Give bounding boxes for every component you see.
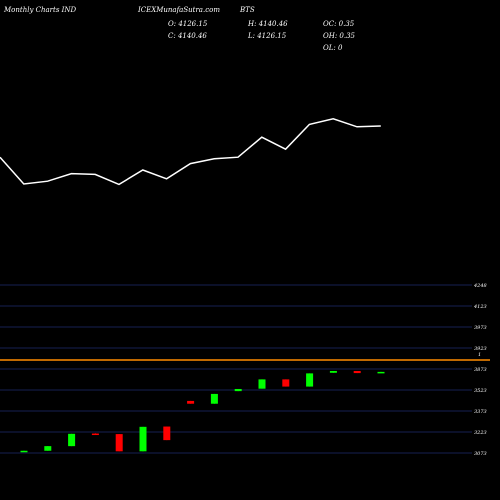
price-line <box>0 118 381 186</box>
candle-body <box>353 370 361 374</box>
candle-body <box>210 393 218 404</box>
y-tick-label: 3973 <box>474 325 487 331</box>
header-oh: OH: 0.35 <box>323 32 356 40</box>
y-tick-label: 4123 <box>473 304 487 310</box>
candle-body <box>329 370 337 373</box>
candle-body <box>139 426 147 452</box>
y-tick-label: 3873 <box>474 367 487 373</box>
header-high: H: 4140.46 <box>247 20 288 28</box>
candle-body <box>115 434 123 452</box>
candle-body <box>44 446 52 451</box>
candle-body <box>187 400 195 404</box>
header-open: O: 4126.15 <box>168 20 208 28</box>
candle-body <box>306 373 314 387</box>
header-left-title: Monthly Charts IND <box>3 6 77 14</box>
price-line-layer <box>0 118 381 186</box>
y-tick-label: 3223 <box>474 430 487 436</box>
y-tick-label: 3923 <box>474 346 487 352</box>
header-site-name: ICEXMunafaSutra.com <box>137 6 220 14</box>
header-close: C: 4140.46 <box>168 32 207 40</box>
candle-body <box>163 426 171 441</box>
grid-lines <box>0 284 490 454</box>
candle-body <box>258 379 266 389</box>
candles-layer <box>20 370 385 453</box>
header-ol: OL: 0 <box>323 44 343 52</box>
candle-body <box>20 450 28 453</box>
header-oc: OC: 0.35 <box>323 20 355 28</box>
candle-body <box>91 433 99 436</box>
y-tick-marker: 1 <box>478 352 481 358</box>
y-axis-ticks: 4248 4123 3973 3923 3873 3523 3373 3223 3073 1 <box>473 283 487 457</box>
header-symbol: BTS <box>239 6 255 14</box>
y-tick-label: 4248 <box>473 283 487 289</box>
y-tick-label: 3373 <box>474 409 487 415</box>
candle-body <box>282 379 290 387</box>
y-tick-label: 3073 <box>474 451 487 457</box>
header-low: L: 4126.15 <box>247 32 287 40</box>
candle-body <box>234 388 242 392</box>
y-tick-label: 3523 <box>474 388 487 394</box>
candle-body <box>68 433 76 447</box>
candle-body <box>377 371 385 374</box>
